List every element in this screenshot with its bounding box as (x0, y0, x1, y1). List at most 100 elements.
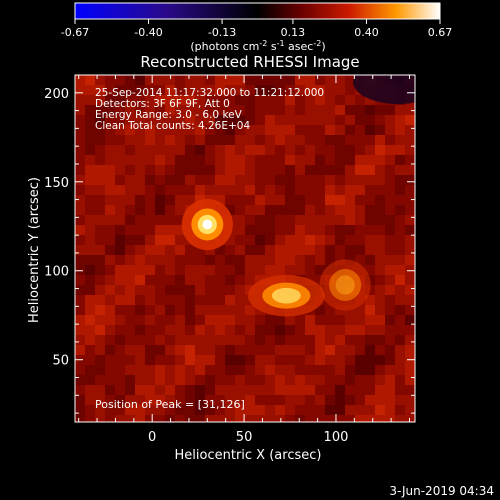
heatmap-cell (155, 305, 165, 315)
heatmap-cell (285, 175, 295, 185)
heatmap-cell (75, 395, 85, 405)
heatmap-cell (395, 375, 405, 385)
heatmap-cell (215, 105, 225, 115)
heatmap-cell (335, 355, 345, 365)
heatmap-cell (75, 405, 85, 415)
heatmap-cell (165, 205, 175, 215)
heatmap-cell (95, 205, 105, 215)
heatmap-cell (305, 225, 315, 235)
heatmap-cell (195, 345, 205, 355)
heatmap-cell (335, 215, 345, 225)
heatmap-cell (345, 95, 355, 105)
heatmap-cell (95, 325, 105, 335)
heatmap-cell (255, 85, 265, 95)
heatmap-cell (245, 215, 255, 225)
heatmap-cell (115, 235, 125, 245)
heatmap-cell (345, 205, 355, 215)
heatmap-cell (145, 305, 155, 315)
heatmap-cell (85, 255, 95, 265)
heatmap-cell (155, 215, 165, 225)
heatmap-cell (85, 345, 95, 355)
heatmap-cell (245, 235, 255, 245)
heatmap-cell (335, 155, 345, 165)
heatmap-cell (105, 155, 115, 165)
heatmap-cell (275, 195, 285, 205)
annotation-line: Detectors: 3F 6F 9F, Att 0 (95, 98, 230, 110)
heatmap-cell (245, 175, 255, 185)
heatmap-cell (155, 205, 165, 215)
heatmap-cell (405, 315, 415, 325)
heatmap-cell (235, 365, 245, 375)
heatmap-cell (335, 415, 345, 422)
flare-source-core (335, 275, 355, 295)
flare-source-core (271, 287, 301, 304)
heatmap-cell (165, 185, 175, 195)
heatmap-cell (115, 155, 125, 165)
heatmap-cell (225, 175, 235, 185)
heatmap-cell (275, 375, 285, 385)
heatmap-cell (235, 95, 245, 105)
heatmap-cell (155, 175, 165, 185)
heatmap-cell (385, 285, 395, 295)
heatmap-cell (245, 345, 255, 355)
heatmap-cell (325, 75, 335, 85)
heatmap-cell (275, 205, 285, 215)
heatmap-cell (205, 145, 215, 155)
heatmap-cell (155, 365, 165, 375)
heatmap-cell (265, 195, 275, 205)
heatmap-cell (235, 295, 245, 305)
heatmap-cell (245, 395, 255, 405)
heatmap-cell (125, 185, 135, 195)
heatmap-cell (375, 255, 385, 265)
heatmap-cell (195, 105, 205, 115)
heatmap-cell (365, 415, 375, 422)
heatmap-cell (125, 105, 135, 115)
colorbar-tick-label: -0.67 (61, 26, 89, 39)
heatmap-cell (125, 285, 135, 295)
heatmap-cell (305, 325, 315, 335)
heatmap-cell (195, 115, 205, 125)
heatmap-cell (375, 345, 385, 355)
heatmap-cell (205, 165, 215, 175)
heatmap-cell (195, 335, 205, 345)
heatmap-cell (355, 195, 365, 205)
heatmap-cell (295, 215, 305, 225)
heatmap-cell (255, 365, 265, 375)
heatmap-cell (375, 235, 385, 245)
heatmap-cell (95, 345, 105, 355)
heatmap-cell (205, 355, 215, 365)
heatmap-cell (295, 415, 305, 422)
heatmap-cell (185, 305, 195, 315)
heatmap-cell (225, 105, 235, 115)
heatmap-cell (315, 345, 325, 355)
heatmap-cell (395, 335, 405, 345)
heatmap-cell (155, 265, 165, 275)
heatmap-cell (255, 325, 265, 335)
heatmap-cell (105, 375, 115, 385)
heatmap-cell (345, 75, 355, 85)
heatmap-cell (245, 205, 255, 215)
heatmap-cell (155, 95, 165, 105)
heatmap-cell (165, 275, 175, 285)
heatmap-cell (305, 105, 315, 115)
colorbar-unit-label: (photons cm-2 s-1 asec-2) (190, 39, 325, 53)
heatmap-cell (375, 285, 385, 295)
heatmap-cell (325, 345, 335, 355)
heatmap-cell (105, 75, 115, 85)
heatmap-cell (225, 255, 235, 265)
heatmap-cell (235, 405, 245, 415)
heatmap-cell (175, 335, 185, 345)
heatmap-cell (225, 75, 235, 85)
heatmap-cell (215, 345, 225, 355)
heatmap-cell (315, 315, 325, 325)
heatmap-cell (95, 375, 105, 385)
heatmap-cell (165, 245, 175, 255)
heatmap-cell (165, 375, 175, 385)
heatmap-cell (215, 175, 225, 185)
heatmap-cell (365, 375, 375, 385)
heatmap-cell (225, 375, 235, 385)
heatmap-cell (265, 325, 275, 335)
heatmap-cell (175, 225, 185, 235)
heatmap-cell (325, 115, 335, 125)
heatmap-cell (145, 95, 155, 105)
